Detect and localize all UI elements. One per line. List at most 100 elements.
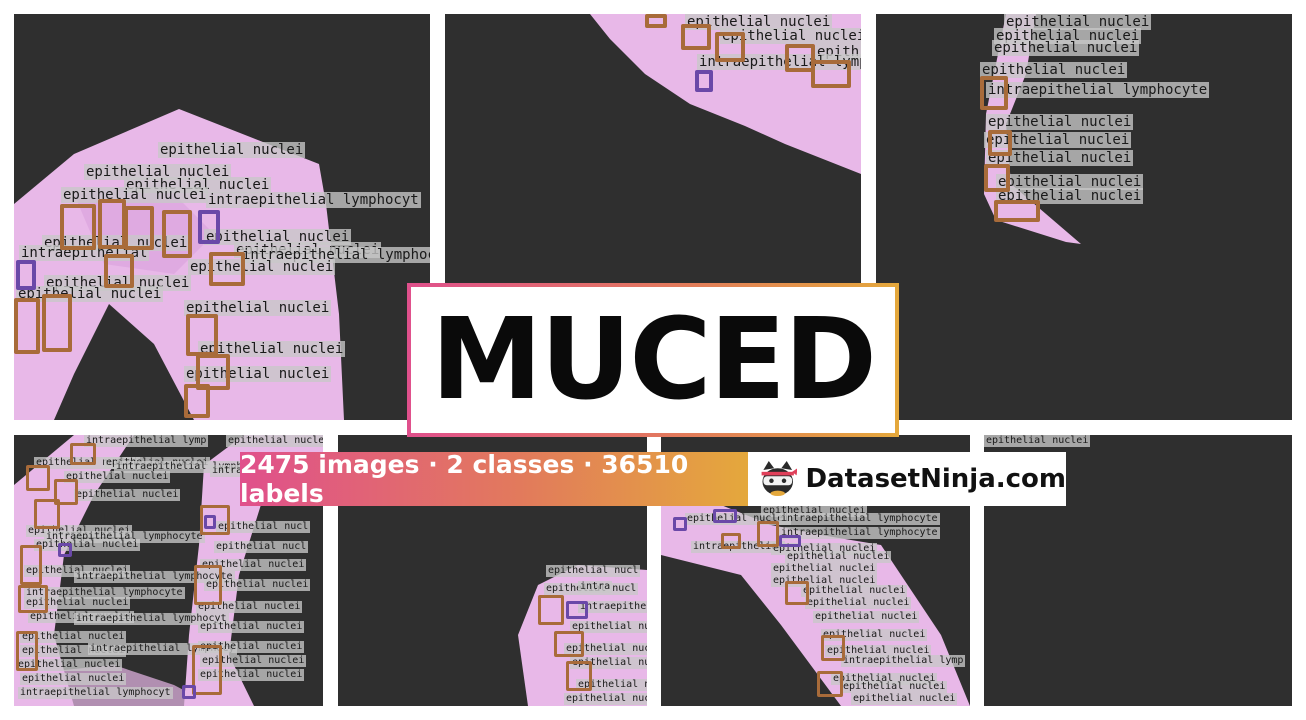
label-tag: epithelial nucl	[564, 643, 647, 655]
label-tag: epithelial nuclei	[996, 174, 1144, 190]
bounding-box	[994, 200, 1040, 222]
bounding-box	[566, 661, 592, 691]
label-tag: epithelial nuclei	[184, 300, 332, 316]
label-tag: epithelial nuclei	[771, 563, 878, 575]
bounding-box	[162, 210, 192, 258]
bounding-box	[60, 204, 96, 250]
label-tag: epithelial nuclei	[198, 621, 305, 633]
label-tag: epithelial nuclei	[801, 585, 908, 597]
bounding-box	[785, 44, 815, 72]
label-tag: epithelial nuclei	[996, 188, 1144, 204]
label-tag: epithelial nuclei	[64, 471, 171, 483]
sample-tile-3: epithelial nuclei epithelial nuclei epit…	[876, 14, 1292, 420]
label-tag: epithelial nucl	[576, 679, 647, 691]
label-tag: epithelial nuclei	[805, 597, 912, 609]
label-tag: intraepithelial lymphocyte	[779, 527, 940, 539]
bounding-box	[566, 601, 588, 619]
bounding-box	[984, 164, 1010, 192]
label-tag: epithelial nuclei	[720, 28, 861, 44]
bounding-box	[124, 206, 154, 250]
bounding-box	[14, 298, 40, 354]
stats-banner: 2475 images · 2 classes · 36510 labels	[240, 450, 748, 508]
bounding-box	[196, 354, 230, 390]
bounding-box	[186, 314, 218, 356]
label-tag: epithelial nuclei	[204, 579, 311, 591]
bounding-box	[811, 60, 851, 88]
title-card: MUCED	[407, 283, 899, 437]
label-tag: epithelial nuclei	[198, 341, 346, 357]
bounding-box	[26, 465, 50, 491]
sample-tile-2: epithelial nuclei epithelial nuclei epit…	[445, 14, 861, 284]
label-tag: epithelial nuc	[570, 621, 647, 633]
label-tag: epithelial nuclei	[61, 187, 209, 203]
bounding-box	[645, 14, 667, 28]
bounding-box	[192, 645, 222, 695]
bounding-box	[184, 384, 210, 418]
label-tag: intra	[578, 581, 613, 593]
label-tag: intraepithelial	[578, 601, 647, 613]
bounding-box	[779, 535, 801, 547]
bounding-box	[681, 24, 711, 50]
bounding-box	[204, 515, 216, 529]
label-tag: epithelial nucl	[216, 521, 311, 533]
label-tag: epithelial nuclei	[84, 164, 232, 180]
bounding-box	[817, 671, 843, 697]
bounding-box	[16, 631, 38, 671]
bounding-box	[58, 543, 72, 557]
label-tag: epithelial nuclei	[184, 366, 332, 382]
label-tag: epithelial nuclei	[841, 681, 948, 693]
brand-name[interactable]: DatasetNinja.com	[805, 464, 1066, 494]
bounding-box	[20, 545, 42, 585]
label-tag: epithelial nuclei	[771, 575, 878, 587]
label-tag: epithelial nuclei	[196, 601, 303, 613]
bounding-box	[980, 76, 1008, 110]
label-tag: intraepithelial lymp	[84, 435, 209, 447]
label-tag: epithelial nuclei	[74, 489, 181, 501]
sample-tile-1: epithelial nuclei epithelial nuclei epit…	[14, 14, 430, 420]
label-tag: epithelial nuclei	[20, 673, 127, 685]
label-tag: epithelial nuclei	[785, 551, 892, 563]
label-tag: epithelial nuclei	[34, 539, 141, 551]
label-tag: epithelial nuclei	[200, 559, 307, 571]
label-tag: epithelial nucl	[564, 693, 647, 705]
bounding-box	[200, 505, 230, 535]
label-tag: epithelial nuclei	[20, 631, 127, 643]
label-tag: intraepithelial lymphocyte	[986, 82, 1210, 98]
label-tag: epithelial nuclei	[821, 629, 928, 641]
bounding-box	[695, 70, 713, 92]
bounding-box	[785, 581, 809, 605]
bounding-box	[198, 210, 220, 244]
label-tag: epithelial nuclei	[685, 14, 833, 30]
label-tag: epithelial nuclei	[200, 655, 307, 667]
bounding-box	[34, 499, 60, 529]
label-tag: epithelial nuclei	[204, 229, 352, 245]
label-tag: epithelial nuclei	[986, 150, 1134, 166]
bounding-box	[209, 252, 245, 286]
label-tag: intraepithelial lymphocyt	[74, 613, 229, 625]
label-tag: epithelial nucl	[546, 565, 641, 577]
brand-banner[interactable]: DatasetNinja.com	[748, 452, 1066, 506]
label-tag: epithelial nuclei	[992, 40, 1140, 56]
bounding-box	[104, 254, 134, 288]
ninja-cat-icon	[761, 461, 798, 497]
label-tag: epithelial nuclei	[226, 435, 323, 447]
bounding-box	[194, 565, 222, 605]
label-tag: epithelial nuclei	[984, 435, 1091, 447]
bounding-box	[16, 260, 36, 290]
bounding-box	[554, 631, 584, 657]
label-tag: intraepithelial lymp	[841, 655, 966, 667]
bounding-box	[182, 685, 196, 699]
sample-tile-5: epithelial nucl epithelial nucl intra in…	[338, 435, 647, 706]
label-tag: epithelial nuclei	[980, 62, 1128, 78]
bounding-box	[538, 595, 564, 625]
bounding-box	[54, 479, 78, 505]
bounding-box	[821, 635, 845, 661]
bounding-box	[70, 443, 96, 465]
bounding-box	[18, 585, 48, 613]
bounding-box	[98, 199, 126, 249]
bounding-box	[713, 509, 737, 523]
title-card-inner: MUCED	[411, 287, 895, 433]
bounding-box	[757, 521, 779, 547]
label-tag: epithelial nuclei	[851, 693, 958, 705]
label-tag: epithelial nuclei	[24, 597, 131, 609]
